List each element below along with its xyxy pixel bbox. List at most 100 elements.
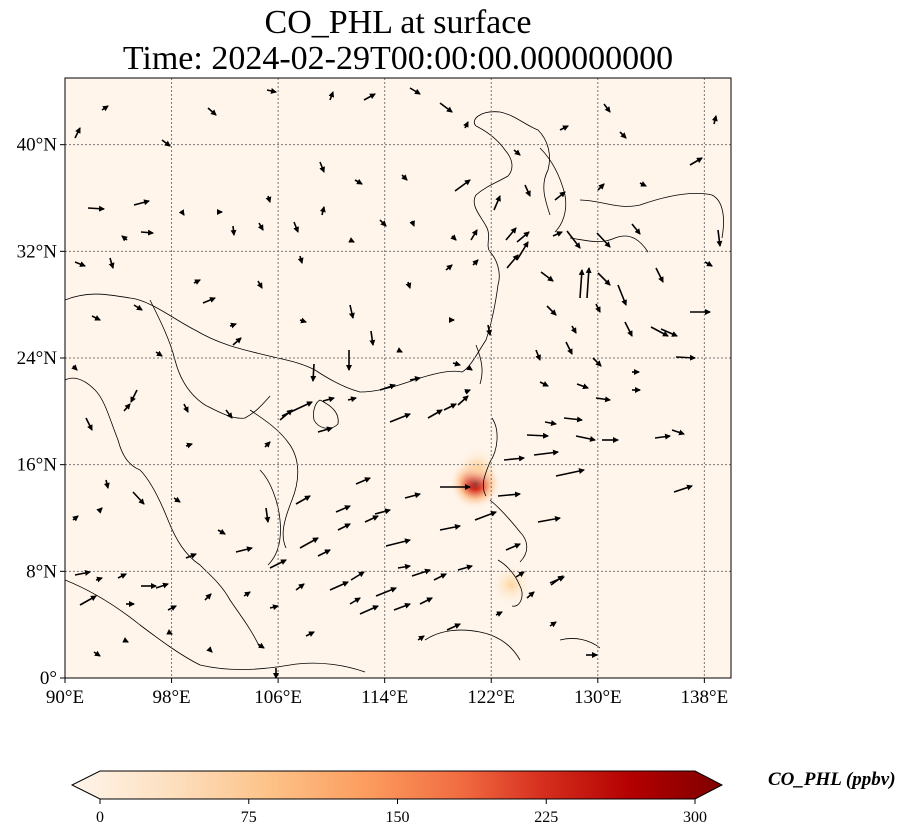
- wind-arrow: [535, 349, 541, 361]
- concentration-hotspot: [455, 445, 500, 490]
- wind-vectors: [71, 87, 723, 679]
- wind-arrow: [328, 91, 335, 101]
- colorbar: 0 75 150 225 300: [70, 770, 724, 826]
- wind-arrow: [350, 571, 365, 581]
- wind-arrow: [595, 396, 611, 403]
- wind-arrow: [397, 563, 411, 570]
- colorbar-tick-label: 150: [386, 809, 410, 826]
- wind-arrow: [597, 183, 605, 191]
- wind-arrow: [257, 222, 264, 231]
- wind-arrow: [539, 381, 549, 387]
- wind-arrow: [401, 174, 408, 181]
- wind-arrow: [452, 360, 461, 367]
- lon-tick-label: 122°E: [467, 687, 515, 708]
- wind-arrow: [470, 229, 478, 241]
- wind-arrow: [295, 495, 311, 505]
- wind-arrow: [71, 364, 78, 371]
- wind-arrow: [319, 206, 326, 216]
- colorbar-tick-label: 75: [241, 809, 257, 826]
- wind-arrow: [533, 449, 559, 456]
- wind-arrow: [537, 515, 561, 523]
- wind-arrow: [552, 231, 563, 237]
- wind-arrow: [526, 432, 549, 439]
- wind-arrow: [173, 496, 181, 503]
- wind-arrow: [322, 396, 335, 403]
- wind-arrow: [445, 264, 453, 271]
- wind-arrow: [206, 646, 213, 653]
- wind-arrow: [103, 479, 110, 489]
- map-time-subtitle: Time: 2024-02-29T00:00:00.000000000: [122, 40, 674, 77]
- lon-tick-label: 90°E: [46, 687, 84, 708]
- wind-arrow: [505, 227, 517, 241]
- wind-arrow: [439, 102, 453, 113]
- wind-arrow: [337, 523, 351, 531]
- lat-tick-label: 0°: [40, 668, 57, 689]
- wind-arrow: [516, 241, 529, 261]
- wind-arrow: [566, 230, 581, 249]
- lat-tick-label: 40°N: [17, 135, 58, 156]
- wind-arrow: [631, 223, 641, 235]
- wind-arrow: [711, 115, 718, 125]
- wind-arrow: [497, 491, 521, 498]
- wind-arrow: [207, 107, 217, 116]
- wind-arrow: [108, 257, 115, 269]
- concentration-hotspot: [489, 562, 534, 607]
- wind-arrow: [74, 570, 91, 576]
- colorbar-label: CO_PHL (ppbv): [768, 769, 896, 790]
- wind-arrow: [493, 195, 501, 211]
- wind-arrow: [335, 505, 351, 513]
- wind-arrow: [433, 573, 447, 581]
- wind-arrow: [540, 271, 554, 282]
- colorbar-tick-label: 300: [683, 809, 707, 826]
- wind-arrow: [389, 413, 411, 423]
- wind-arrow: [74, 127, 81, 139]
- wind-arrow: [393, 602, 411, 611]
- map-panel: [65, 78, 731, 678]
- wind-arrow: [359, 605, 379, 615]
- wind-arrow: [549, 621, 557, 628]
- wind-arrow: [348, 237, 355, 243]
- wind-arrow: [549, 576, 565, 584]
- wind-arrow: [85, 417, 93, 431]
- wind-arrow: [427, 409, 443, 419]
- wind-arrow: [229, 322, 237, 329]
- wind-arrow: [202, 297, 216, 304]
- wind-arrow: [347, 396, 357, 403]
- wind-arrow: [385, 538, 411, 547]
- wind-arrow: [585, 267, 592, 299]
- wind-arrow: [379, 383, 396, 391]
- wind-arrow: [74, 261, 86, 267]
- wind-arrow: [310, 363, 317, 382]
- wind-arrow: [379, 219, 387, 227]
- wind-arrow: [79, 595, 97, 606]
- wind-arrow: [166, 629, 173, 635]
- wind-arrow: [266, 87, 277, 94]
- wind-arrow: [409, 87, 421, 95]
- longitude-axis: 90°E 98°E 106°E 114°E 122°E 130°E 138°E: [46, 678, 728, 708]
- wind-arrow: [516, 231, 530, 243]
- wind-arrow: [524, 184, 531, 197]
- wind-arrow: [93, 650, 101, 657]
- wind-arrow: [133, 199, 150, 206]
- wind-arrow: [409, 376, 421, 382]
- wind-arrow: [95, 576, 103, 583]
- wind-arrow: [235, 546, 253, 553]
- wind-arrow: [675, 354, 696, 361]
- wind-arrow: [396, 347, 403, 353]
- wind-arrow: [457, 564, 473, 571]
- lon-tick-label: 114°E: [361, 687, 408, 708]
- wind-arrow: [317, 426, 333, 433]
- wind-arrow: [619, 131, 627, 139]
- wind-arrow: [230, 225, 237, 236]
- wind-arrow: [72, 515, 79, 522]
- lat-tick-label: 16°N: [17, 455, 58, 476]
- map-title: CO_PHL at surface: [264, 4, 532, 41]
- wind-arrow: [293, 221, 299, 233]
- map-frame: [64, 77, 732, 679]
- wind-arrow: [319, 161, 325, 173]
- wind-arrow: [650, 326, 669, 337]
- wind-arrow: [178, 209, 185, 216]
- wind-arrow: [297, 255, 304, 264]
- wind-arrow: [513, 149, 521, 156]
- wind-arrow: [96, 507, 103, 514]
